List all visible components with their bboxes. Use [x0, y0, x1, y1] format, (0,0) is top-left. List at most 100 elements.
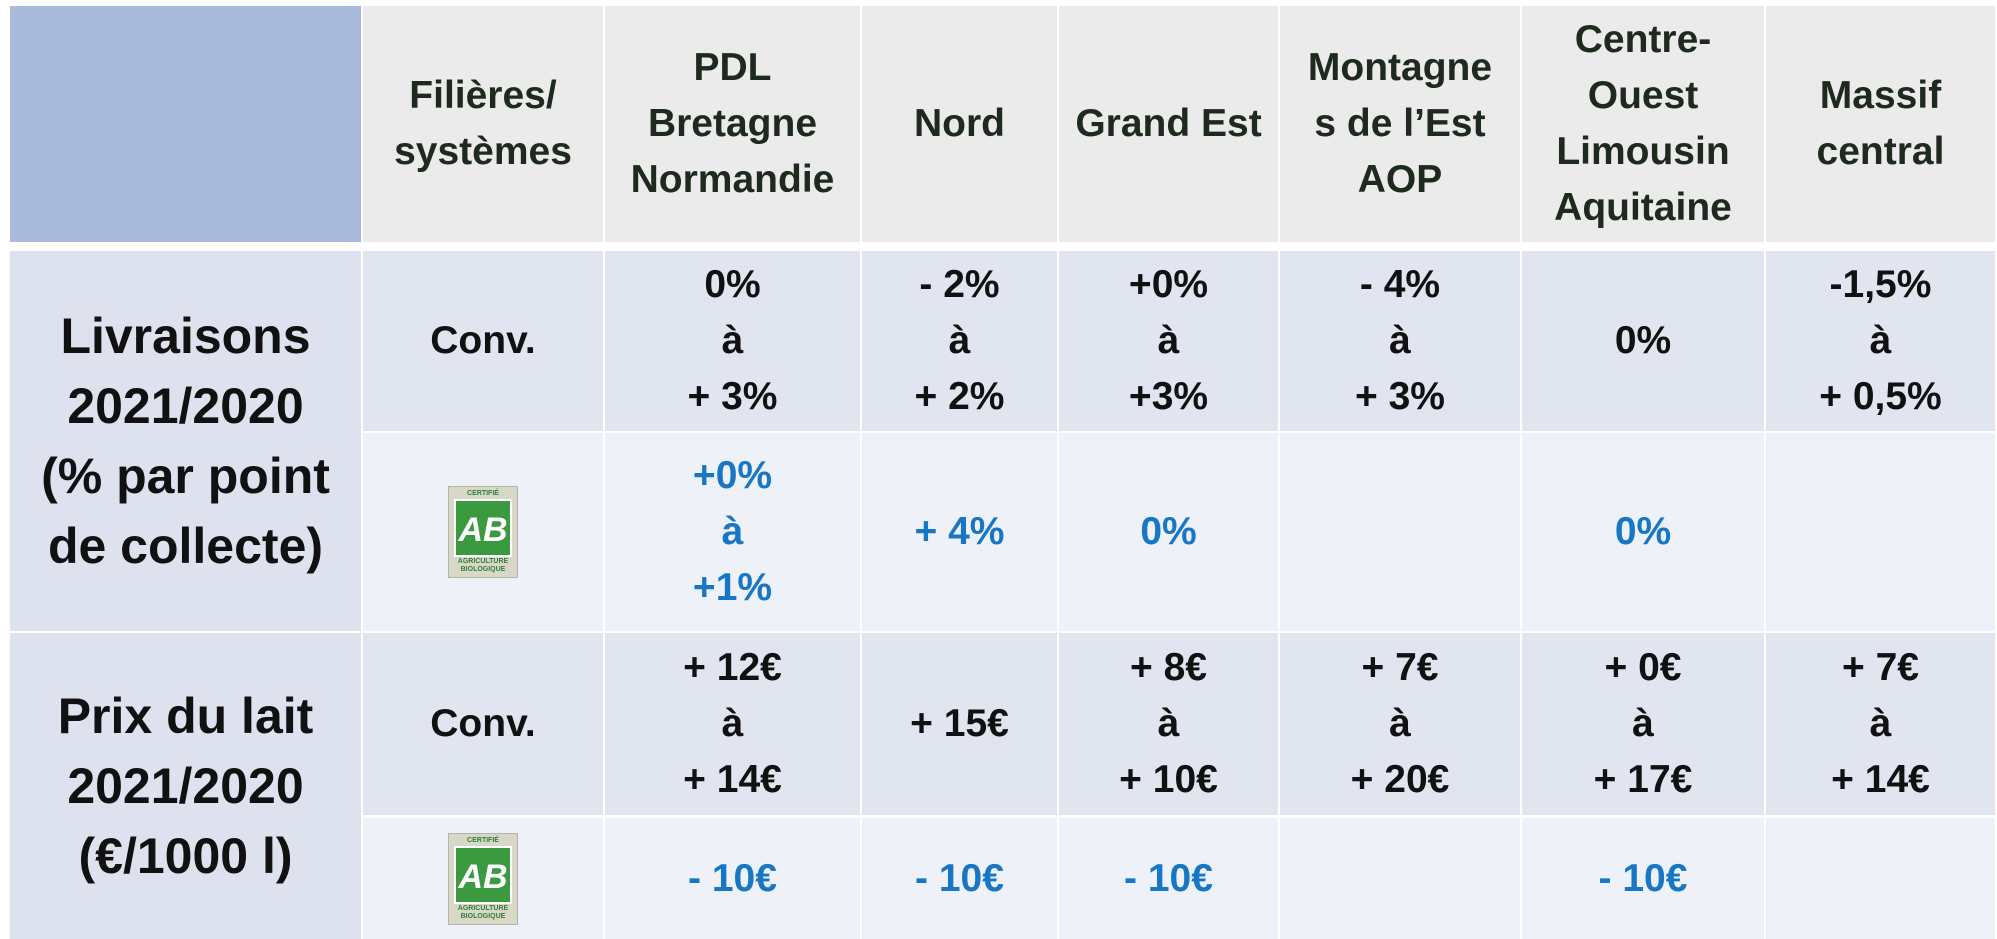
logo-bottom-line: AGRICULTURE [457, 904, 509, 912]
value-cell [1280, 433, 1520, 631]
logo-mark: AB [454, 499, 512, 557]
value-line: + 2% [914, 375, 1005, 418]
value-cell: - 10€ [862, 818, 1057, 939]
header-line: Centre- [1574, 18, 1712, 61]
value-line: -1,5% [1829, 263, 1932, 306]
value-line: 0% [1614, 510, 1672, 553]
header-line: central [1816, 130, 1945, 173]
value-line: 0% [704, 263, 761, 306]
value-line: à [1389, 319, 1411, 362]
value-line: + 7€ [1842, 646, 1919, 689]
value-line: + 17€ [1593, 758, 1693, 801]
value-cell: 0% [1522, 251, 1764, 431]
system-cell: CERTIFIÉ AB AGRICULTURE BIOLOGIQUE [363, 433, 603, 631]
group-label-line: de collecte) [47, 518, 324, 574]
value-line: 0% [1140, 510, 1197, 553]
value-line: - 10€ [1598, 856, 1688, 900]
value-cell: + 7€ à + 14€ [1766, 633, 1995, 815]
header-cell: Nord [862, 6, 1057, 242]
value-cell [1766, 818, 1995, 939]
header-line: Ouest [1587, 74, 1699, 117]
header-line: Filières/ [409, 74, 557, 117]
value-line: à [1157, 319, 1180, 362]
header-line: Aquitaine [1554, 186, 1732, 229]
group-label-line: 2021/2020 [67, 758, 304, 814]
value-cell: - 4% à + 3% [1280, 251, 1520, 431]
value-cell: 0% [1059, 433, 1278, 631]
header-line: Limousin [1556, 130, 1730, 173]
group-label: Livraisons 2021/2020 (% par point de collec… [10, 251, 361, 631]
value-cell: +0% à +1% [605, 433, 860, 631]
value-line: + 12€ [683, 646, 782, 689]
value-cell: - 10€ [1522, 818, 1764, 939]
header-cell: Massif central [1766, 6, 1995, 242]
logo-top: CERTIFIÉ [467, 836, 499, 844]
logo-bottom-line: BIOLOGIQUE [460, 912, 506, 920]
value-line: + 3% [687, 375, 778, 418]
header-line: Normandie [630, 158, 835, 201]
header-line: Bretagne [647, 102, 818, 145]
value-line: à [1389, 702, 1411, 745]
value-line: à [721, 319, 744, 362]
header-line: Grand Est [1075, 102, 1262, 145]
system-cell: CERTIFIÉ AB AGRICULTURE BIOLOGIQUE [363, 818, 603, 939]
value-line: + 0€ [1604, 646, 1682, 689]
value-cell: 0% à + 3% [605, 251, 860, 431]
value-cell: + 15€ [862, 633, 1057, 815]
ab-logo: CERTIFIÉ AB AGRICULTURE BIOLOGIQUE [448, 832, 518, 925]
value-line: à [948, 319, 971, 362]
value-line: à [1632, 702, 1654, 745]
value-line: +0% [1128, 263, 1209, 306]
value-line: + 14€ [1831, 758, 1930, 801]
system-cell: Conv. [363, 251, 603, 431]
value-cell: + 0€ à + 17€ [1522, 633, 1764, 815]
value-line: - 2% [919, 263, 1000, 306]
value-line: à [1869, 702, 1892, 745]
system-cell: Conv. [363, 633, 603, 815]
value-line: +3% [1128, 375, 1209, 418]
header-line: Massif [1819, 74, 1942, 117]
header-cell: Montagne s de l’Est AOP [1280, 6, 1520, 242]
header-cell: Filières/systèmes [363, 6, 603, 242]
value-line: à [721, 510, 744, 553]
value-line: + 4% [914, 510, 1005, 553]
system-label: Conv. [430, 702, 536, 745]
value-line: 0% [1614, 319, 1672, 362]
header-line: s de l’Est [1314, 102, 1486, 145]
value-cell [1280, 818, 1520, 939]
logo-top: CERTIFIÉ [467, 490, 499, 497]
logo-bottom-line: AGRICULTURE [457, 558, 509, 565]
value-line: +1% [692, 566, 773, 609]
value-cell: - 10€ [605, 818, 860, 939]
logo-bottom: AGRICULTURE BIOLOGIQUE [458, 905, 508, 921]
value-line: + 8€ [1130, 646, 1207, 689]
value-line: - 10€ [688, 856, 777, 900]
header-cell: Centre- Ouest Limousin Aquitaine [1522, 6, 1764, 242]
value-line: +0% [692, 454, 773, 497]
value-line: + 0,5% [1819, 375, 1942, 418]
group-label-line: 2021/2020 [67, 378, 304, 434]
header-line: Nord [914, 102, 1005, 145]
value-line: + 15€ [910, 702, 1009, 745]
value-cell: - 10€ [1059, 818, 1278, 939]
value-line: à [721, 702, 744, 745]
value-cell: -1,5% à + 0,5% [1766, 251, 1995, 431]
value-cell: - 2% à + 2% [862, 251, 1057, 431]
header-cell: Grand Est [1059, 6, 1278, 242]
value-line: - 10€ [915, 856, 1004, 900]
group-label-line: Prix du lait [57, 688, 314, 744]
value-line: + 14€ [683, 758, 782, 801]
system-label: Conv. [430, 319, 536, 362]
value-cell: + 8€ à + 10€ [1059, 633, 1278, 815]
value-line: + 3% [1355, 375, 1445, 418]
logo-bottom-line: BIOLOGIQUE [460, 566, 506, 573]
value-line: + 10€ [1119, 758, 1218, 801]
logo-mark: AB [454, 845, 512, 904]
header-line: PDL [693, 46, 772, 89]
group-label-line: (% par point [41, 448, 330, 504]
value-line: + 7€ [1361, 646, 1439, 689]
header-cell: PDL Bretagne Normandie [605, 6, 860, 242]
value-cell: + 12€ à + 14€ [605, 633, 860, 815]
value-cell: +0% à +3% [1059, 251, 1278, 431]
